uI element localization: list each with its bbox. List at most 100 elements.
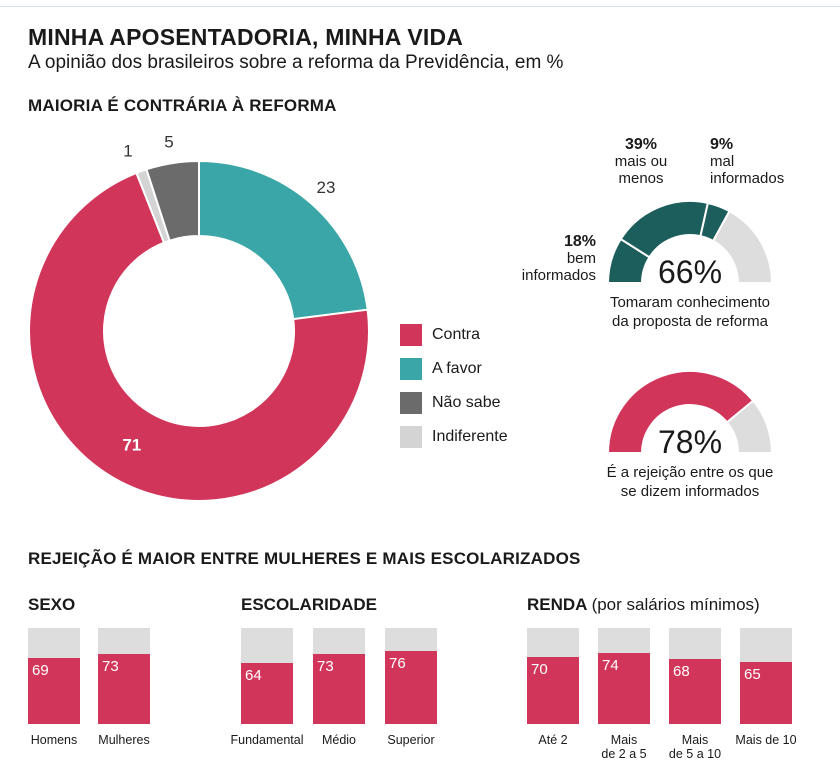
bar-category-label: Mais de 2 a 5: [574, 733, 674, 761]
bar-value-label: 73: [102, 657, 119, 675]
bar-fill: [28, 657, 80, 724]
bar-fill: [385, 651, 437, 724]
rejection-gauge-fill: [606, 370, 755, 454]
donut-value-indiferente: 1: [123, 141, 132, 160]
bar-category-line: Médio: [321, 733, 357, 747]
group-title-escolaridade-text: ESCOLARIDADE: [241, 595, 378, 614]
awareness-caption-line1: Tomaram conhecimento: [609, 294, 771, 311]
legend-label-indiferente: Indiferente: [432, 428, 508, 445]
bar-category-line: Superior: [387, 733, 435, 747]
bar-category-line: Mais de 10: [735, 733, 797, 747]
bar-renda-2: 74: [598, 628, 650, 724]
group-title-sexo: SEXO: [28, 595, 75, 615]
bar-category-label: Superior: [361, 733, 461, 747]
group-title-renda: RENDA (por salários mínimos): [527, 595, 760, 615]
opinion-donut-chart: 23 71 1 5: [28, 132, 370, 502]
bar-category-label: Mais de 10: [716, 733, 816, 747]
bar-renda-1: 70: [527, 628, 579, 724]
bar-category-line: Mulheres: [98, 733, 150, 747]
bar-category-line: Fundamental: [230, 733, 304, 747]
bar-escolaridade-1: 64: [241, 628, 293, 724]
ann-bem-line2: informados: [521, 267, 596, 284]
bar-fill: [527, 656, 579, 724]
rejection-total: 78%: [657, 424, 723, 460]
bar-category-label: Até 2: [503, 733, 603, 747]
bar-value-label: 68: [673, 662, 690, 680]
bar-category-label: Médio: [289, 733, 389, 747]
bar-value-label: 73: [317, 657, 334, 675]
legend-label-a-favor: A favor: [432, 360, 482, 377]
ann-bem-line1: bem: [566, 250, 596, 267]
donut-slice-favor: [198, 159, 369, 321]
bar-category-line: de 5 a 10: [668, 747, 722, 761]
bar-value-label: 64: [245, 666, 262, 684]
bar-renda-3: 68: [669, 628, 721, 724]
group-title-renda-note: (por salários mínimos): [591, 595, 760, 614]
legend-item-indiferente: Indiferente: [400, 425, 508, 449]
page-subtitle: A opinião dos brasileiros sobre a reform…: [28, 52, 564, 73]
rejection-caption: É a rejeição entre os que se dizem infor…: [580, 463, 800, 501]
ann-mais-ou-menos: 39% mais ou menos: [601, 136, 681, 187]
legend-item-a-favor: A favor: [400, 357, 482, 381]
donut-slice-nao-sabe: [145, 159, 200, 242]
awareness-gauge-remainder: [711, 209, 774, 284]
legend-swatch-contra: [400, 324, 422, 346]
bar-fill: [241, 662, 293, 724]
top-rule: [0, 6, 840, 7]
donut-value-contra: 71: [122, 436, 141, 455]
legend-item-nao-sabe: Não sabe: [400, 391, 501, 415]
bar-fill: [669, 658, 721, 724]
legend-label-nao-sabe: Não sabe: [432, 394, 501, 411]
group-title-escolaridade: ESCOLARIDADE: [241, 595, 377, 615]
bar-fill: [313, 653, 365, 724]
bar-fill: [98, 653, 150, 724]
rejection-caption-line2: se dizem informados: [620, 483, 760, 500]
bar-sexo-2: 73: [98, 628, 150, 724]
bar-escolaridade-3: 76: [385, 628, 437, 724]
bar-value-label: 69: [32, 661, 49, 679]
bar-category-line: Até 2: [538, 733, 568, 747]
bar-category-label: Mais de 5 a 10: [645, 733, 745, 761]
bar-sexo-1: 69: [28, 628, 80, 724]
bar-value-label: 74: [602, 656, 619, 674]
ann-mais-line1: mais ou: [614, 153, 668, 170]
bar-fill: [740, 661, 792, 724]
bar-category-line: Homens: [30, 733, 78, 747]
ann-mais-pct: 39%: [624, 136, 658, 153]
donut-value-nao-sabe: 5: [164, 132, 173, 151]
legend-swatch-indiferente: [400, 426, 422, 448]
group-title-renda-text: RENDA: [527, 595, 587, 614]
bar-category-label: Homens: [4, 733, 104, 747]
awareness-total: 66%: [657, 254, 723, 290]
ann-mais-line2: menos: [618, 170, 664, 187]
rejection-gauge-remainder: [725, 399, 774, 454]
bar-category-line: de 2 a 5: [601, 747, 647, 761]
bar-category-line: Mais: [681, 733, 709, 747]
awareness-caption-line2: da proposta de reforma: [612, 313, 768, 330]
bar-escolaridade-2: 73: [313, 628, 365, 724]
bar-value-label: 70: [531, 660, 548, 678]
bar-fill: [598, 652, 650, 724]
ann-bem-pct: 18%: [563, 233, 596, 250]
rejection-caption-line1: É a rejeição entre os que: [606, 464, 774, 481]
ann-mal-informados: 9% mal informados: [710, 136, 810, 187]
bar-category-label: Fundamental: [217, 733, 317, 747]
page-title: MINHA APOSENTADORIA, MINHA VIDA: [28, 24, 464, 50]
bar-category-label: Mulheres: [74, 733, 174, 747]
bars-section-title: REJEIÇÃO É MAIOR ENTRE MULHERES E MAIS E…: [28, 549, 581, 568]
legend-item-contra: Contra: [400, 323, 480, 347]
donut-value-favor: 23: [317, 178, 336, 197]
rejection-gauge: [606, 370, 774, 454]
donut-section-title: MAIORIA É CONTRÁRIA À REFORMA: [28, 96, 337, 115]
bar-category-line: Mais: [610, 733, 638, 747]
ann-bem-informados: 18% bem informados: [512, 233, 596, 284]
bar-value-label: 76: [389, 655, 406, 673]
bar-value-label: 65: [744, 665, 761, 683]
legend-label-contra: Contra: [432, 326, 481, 343]
bar-renda-4: 65: [740, 628, 792, 724]
legend-swatch-nao-sabe: [400, 392, 422, 414]
awareness-gauge: [606, 200, 774, 284]
ann-mal-line1: mal: [710, 153, 735, 170]
legend-swatch-a-favor: [400, 358, 422, 380]
ann-mal-line2: informados: [710, 170, 785, 187]
